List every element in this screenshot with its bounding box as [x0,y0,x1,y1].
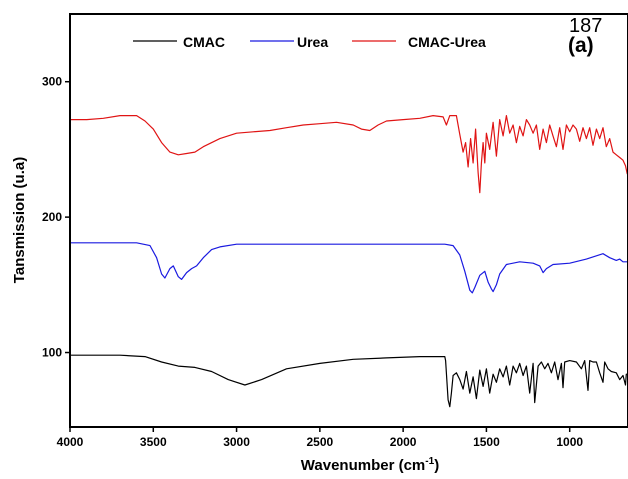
x-tick-label: 3000 [223,435,250,449]
series-line-cmac-urea [70,114,628,194]
x-tick-label: 2000 [390,435,417,449]
legend-label-cmac: CMAC [183,34,225,50]
x-tick-label: 3500 [140,435,167,449]
plot-frame [69,13,628,428]
panel-label: (a) [568,34,594,57]
series-layer [70,114,628,408]
y-axis-title: Tansmission (u.a) [11,157,28,283]
x-axis-title-main: Wavenumber (cm [301,457,425,474]
x-axis-title-superscript: -1 [425,456,434,467]
x-tick-label: 2500 [306,435,333,449]
y-tick-label: 100 [42,346,62,360]
series-line-urea [70,242,628,294]
x-tick-label: 1000 [556,435,583,449]
y-tick-label: 300 [42,75,62,89]
x-axis-title: Wavenumber (cm-1) [301,456,439,474]
x-axis-title-close: ) [434,457,439,474]
x-ticks: 4000 3500 3000 2500 2000 1500 1000 [57,427,583,449]
page-number: 187 [569,15,602,37]
x-tick-label: 1500 [473,435,500,449]
x-tick-label: 4000 [57,435,84,449]
legend-label-cmac-urea: CMAC-Urea [408,34,486,50]
y-tick-label: 200 [42,210,62,224]
series-line-cmac [70,354,628,408]
y-ticks: 100 200 300 [42,75,70,360]
legend-label-urea: Urea [297,34,328,50]
legend: CMAC Urea CMAC-Urea [133,34,486,50]
